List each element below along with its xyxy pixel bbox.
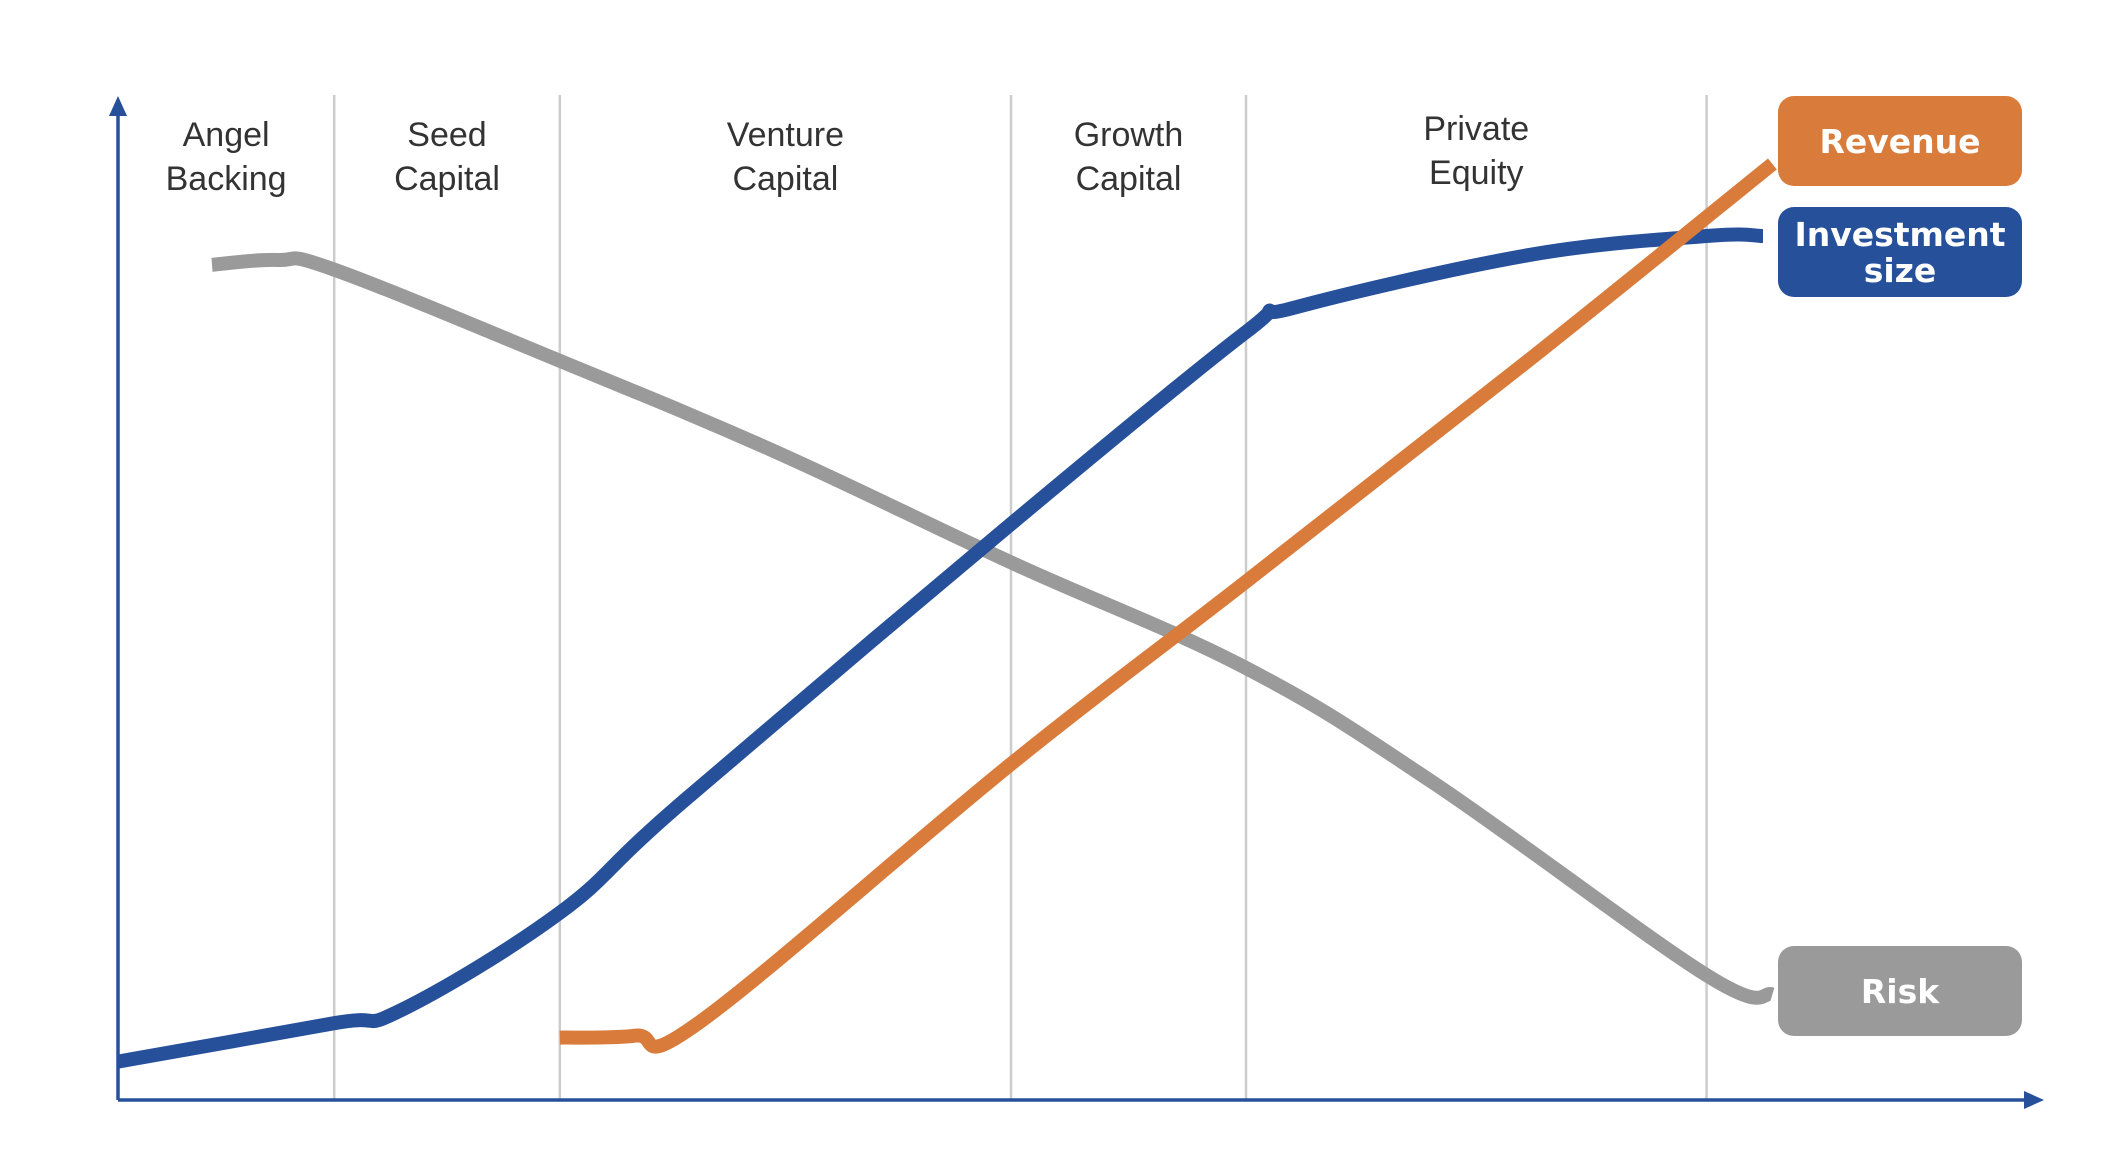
stage-label-private-equity: Private Equity [1423, 110, 1529, 192]
stage-label-growth-capital: Growth Capital [1074, 116, 1184, 198]
axes [109, 96, 2044, 1109]
stage-label-angel-backing: Angel Backing [166, 116, 287, 198]
stage-label-line: Equity [1429, 154, 1524, 192]
stage-label-line: Seed [407, 116, 486, 154]
x-axis-arrow [2024, 1091, 2044, 1109]
stage-dividers [332, 95, 1708, 1100]
legend-label: size [1864, 251, 1937, 290]
stage-label-seed-capital: Seed Capital [394, 116, 500, 198]
legend-label: Investment [1794, 215, 2005, 254]
stage-label-line: Backing [166, 160, 287, 198]
series-line-revenue [559, 158, 1777, 1054]
y-axis-arrow [109, 96, 127, 116]
stage-label-line: Capital [732, 160, 838, 198]
legend-item-revenue: Revenue [1778, 96, 2022, 186]
series-lines [116, 158, 1777, 1069]
series-line-investment-size [116, 227, 1764, 1069]
legend-item-risk: Risk [1778, 946, 2022, 1036]
stage-label-line: Capital [1076, 160, 1182, 198]
legend-box [1778, 207, 2022, 297]
legend-box [1778, 96, 2022, 186]
series-line-risk [211, 251, 1775, 1005]
stage-label-line: Angel [183, 116, 270, 154]
stage-label-line: Private [1423, 110, 1529, 148]
stage-label-venture-capital: Venture Capital [727, 116, 844, 198]
stage-labels: AngelBackingSeedCapitalVentureCapitalGro… [166, 110, 1530, 198]
stage-label-line: Capital [394, 160, 500, 198]
stage-label-line: Growth [1074, 116, 1184, 154]
legend-box [1778, 946, 2022, 1036]
stage-label-line: Venture [727, 116, 844, 154]
legend-label: Revenue [1819, 122, 1980, 161]
legend-label: Risk [1861, 972, 1940, 1011]
